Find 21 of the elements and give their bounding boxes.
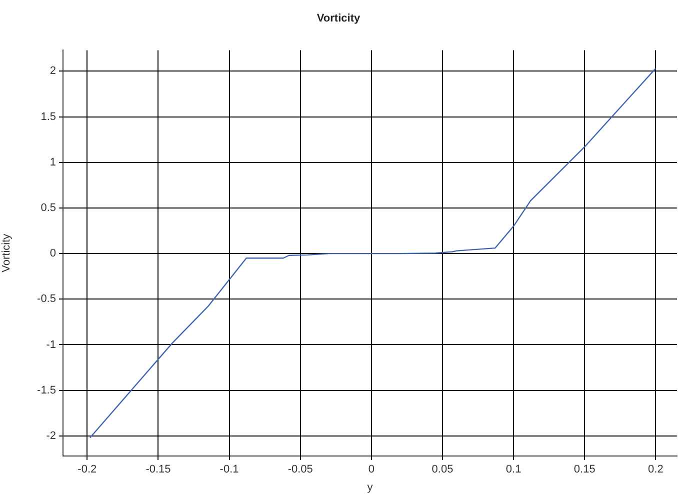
x-tick-label: -0.2 [78, 464, 97, 476]
x-tick-label: 0.15 [574, 464, 596, 476]
y-tick-label: -2 [46, 430, 56, 442]
x-tick-label: -0.1 [220, 464, 239, 476]
y-tick-label: -1 [46, 338, 56, 351]
x-tick-label: -0.15 [146, 464, 171, 476]
y-tick-label: 2 [50, 65, 56, 78]
y-tick-label: -1.5 [37, 384, 56, 396]
y-tick-label: 1.5 [40, 110, 56, 123]
y-tick-label: 1 [50, 156, 56, 168]
x-tick-label: -0.05 [288, 464, 313, 476]
x-axis-title: y [367, 481, 374, 494]
y-tick-label: 0.5 [40, 202, 56, 214]
chart-title: Vorticity [316, 12, 361, 25]
x-tick-label: 0.05 [432, 464, 454, 476]
x-tick-label: 0.2 [648, 464, 664, 476]
y-axis-title: Vorticity [0, 233, 13, 272]
y-tick-label: -0.5 [37, 293, 56, 306]
x-tick-label: 0.1 [506, 464, 522, 476]
y-tick-label: 0 [50, 248, 56, 260]
x-tick-label: 0 [368, 464, 374, 476]
